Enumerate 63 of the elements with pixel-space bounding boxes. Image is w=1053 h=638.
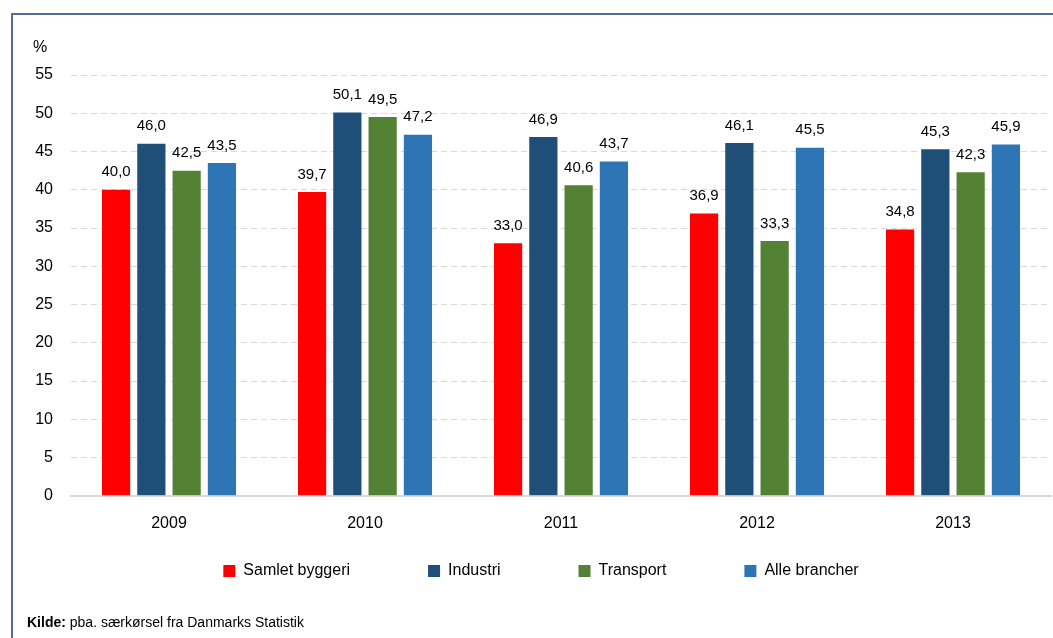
legend-label: Transport [598,561,667,579]
data-label: 45,5 [795,120,825,138]
bar [689,213,719,496]
bar [207,162,237,496]
y-axis-title: % [33,38,48,56]
y-tick-label: 20 [35,333,54,351]
bar [368,117,397,496]
bar [297,192,327,496]
data-label: 43,5 [207,135,237,153]
text: Kilde: pba. særkørsel fra Danmarks Statistik [27,614,304,630]
data-label: 40,0 [101,162,131,180]
data-label: 39,7 [297,164,327,182]
bar [101,189,131,496]
bar [493,243,523,496]
data-label: 45,9 [991,117,1021,135]
data-label: 42,3 [956,144,986,162]
legend-label: Samlet byggeri [243,561,351,579]
data-label: 49,5 [368,89,398,107]
y-tick-label: 5 [44,447,54,465]
y-tick-label: 10 [35,409,54,427]
data-label: 43,7 [599,134,629,152]
legend-label: Industri [448,561,501,579]
data-label: 46,1 [724,115,754,133]
y-tick-label: 35 [35,218,54,236]
bar [795,147,825,496]
bar [885,229,915,496]
x-tick-label: 2012 [739,513,775,531]
bar [921,149,950,496]
x-tick-label: 2010 [347,513,383,531]
bar [403,134,433,496]
y-tick-label: 30 [35,256,54,274]
bar [529,136,558,496]
bar [333,112,362,496]
legend-label: Alle brancher [764,561,860,579]
data-label: 46,9 [528,109,558,127]
bar [564,185,593,496]
x-tick-label: 2013 [935,513,971,531]
data-label: 42,5 [172,143,202,161]
bar [599,161,629,496]
data-label: 40,6 [564,157,594,175]
data-label: 50,1 [332,85,362,103]
bar [991,144,1021,496]
bar [172,170,201,496]
y-tick-label: 55 [35,65,54,83]
bar [760,241,789,496]
data-label: 33,0 [493,215,523,233]
data-label: 33,3 [760,213,790,231]
y-tick-label: 40 [35,180,54,198]
data-label: 45,3 [920,121,950,139]
y-tick-label: 50 [35,103,54,121]
bar [137,143,166,496]
y-tick-label: 45 [35,141,54,159]
x-tick-label: 2011 [543,513,579,531]
y-tick-label: 0 [44,486,54,504]
y-tick-label: 25 [35,294,54,312]
data-label: 46,0 [136,116,166,134]
bar [725,143,754,496]
x-tick-label: 2009 [151,513,187,531]
data-label: 47,2 [403,107,433,125]
y-tick-label: 15 [35,371,54,389]
bar [956,172,985,496]
data-label: 36,9 [689,186,719,204]
data-label: 34,8 [885,202,915,220]
